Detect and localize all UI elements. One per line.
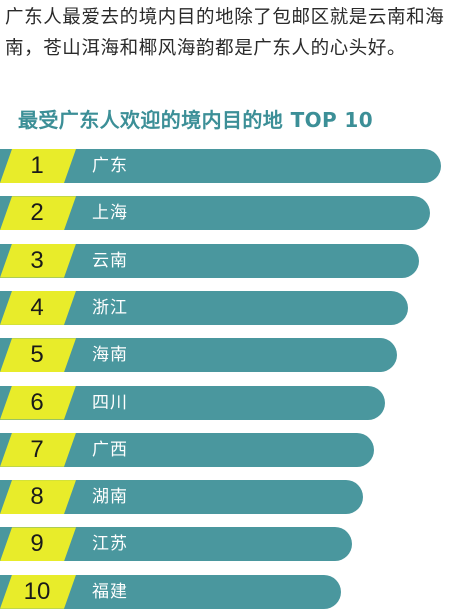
ranking-row: 5 海南 — [0, 338, 397, 373]
ranking-row: 4 浙江 — [0, 290, 408, 325]
rank-tag — [0, 574, 76, 609]
destination-label: 四川 — [92, 392, 128, 413]
intro-paragraph: 广东人最爱去的境内目的地除了包邮区就是云南和海南，苍山洱海和椰风海韵都是广东人的… — [5, 7, 445, 59]
destination-label: 海南 — [92, 345, 128, 366]
ranking-row: 8 湖南 — [0, 480, 364, 515]
ranking-row: 10 福建 — [0, 574, 341, 609]
ranking-row: 9 江苏 — [0, 527, 353, 562]
rank-number: 1 — [30, 152, 44, 179]
rank-number: 2 — [30, 199, 44, 227]
chart-title: 最受广东人欢迎的境内目的地 TOP 10 — [18, 108, 374, 132]
ranking-row: 6 四川 — [0, 385, 386, 420]
rank-number: 7 — [30, 435, 44, 463]
ranking-row: 1 广东 — [0, 149, 441, 183]
ranking-row: 2 上海 — [0, 196, 430, 231]
rank-tag — [0, 527, 76, 562]
destination-label: 广东 — [92, 156, 128, 176]
rank-tag — [0, 243, 76, 278]
rank-tag — [0, 338, 76, 373]
rank-number: 8 — [30, 483, 44, 511]
rank-tag — [0, 196, 76, 231]
rank-number: 6 — [30, 388, 44, 416]
destination-label: 上海 — [92, 203, 128, 224]
destination-label: 广西 — [92, 439, 128, 460]
destination-label: 湖南 — [92, 487, 128, 508]
rank-number: 9 — [30, 530, 44, 558]
rank-tag — [0, 432, 76, 467]
rank-number: 3 — [30, 246, 44, 274]
destination-label: 福建 — [92, 581, 128, 602]
rank-tag — [0, 480, 76, 515]
rank-number: 5 — [30, 341, 44, 369]
rank-number: 4 — [30, 293, 44, 321]
ranking-row: 3 云南 — [0, 243, 419, 278]
destination-label: 云南 — [92, 250, 128, 271]
destination-label: 浙江 — [92, 297, 128, 318]
rank-number: 10 — [23, 577, 51, 605]
rank-tag — [0, 149, 76, 183]
destination-label: 江苏 — [92, 534, 128, 555]
ranking-row: 7 广西 — [0, 432, 375, 467]
rank-tag — [0, 385, 76, 420]
rank-tag — [0, 290, 76, 325]
